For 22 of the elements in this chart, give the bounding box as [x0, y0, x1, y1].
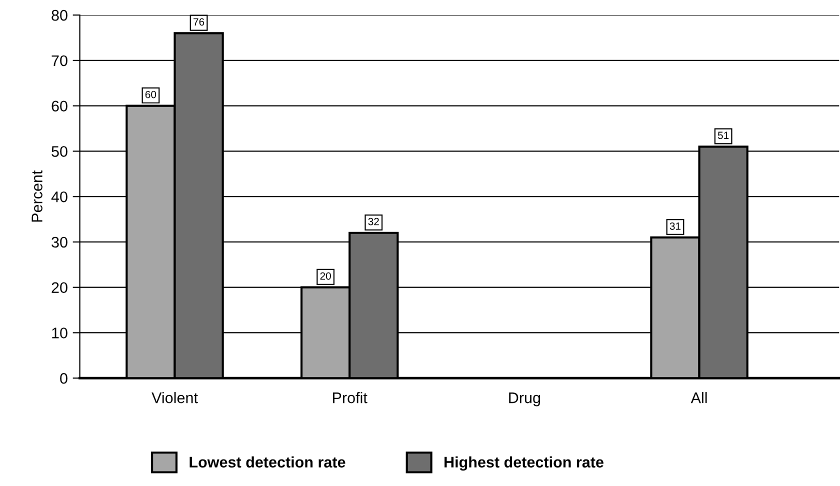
x-tick-label: Drug	[509, 392, 540, 406]
y-tick-label: 70	[52, 55, 68, 66]
y-tick-label: 30	[52, 236, 68, 248]
data-label: 76	[194, 18, 204, 26]
y-tick-label: 80	[52, 10, 68, 21]
y-tick-label: 60	[52, 100, 68, 112]
data-label: 31	[670, 222, 681, 230]
data-label: 51	[718, 132, 729, 140]
data-label: 60	[145, 90, 156, 98]
y-axis-title: Percent	[32, 170, 42, 222]
legend-label: Highest detection rate	[444, 456, 604, 471]
y-tick-label: 40	[51, 191, 68, 202]
y-tick-label: 10	[52, 328, 68, 338]
y-tick-label: 50	[52, 146, 68, 157]
y-tick-label: 0	[60, 372, 68, 384]
x-tick-label: Profit	[333, 392, 368, 404]
legend-label: Lowest detection rate	[190, 456, 346, 468]
y-tick-label: 20	[52, 282, 68, 294]
data-label: 32	[368, 218, 379, 226]
x-tick-label: All	[690, 392, 707, 404]
data-label: 20	[320, 272, 331, 280]
x-tick-label: Violent	[152, 392, 198, 404]
